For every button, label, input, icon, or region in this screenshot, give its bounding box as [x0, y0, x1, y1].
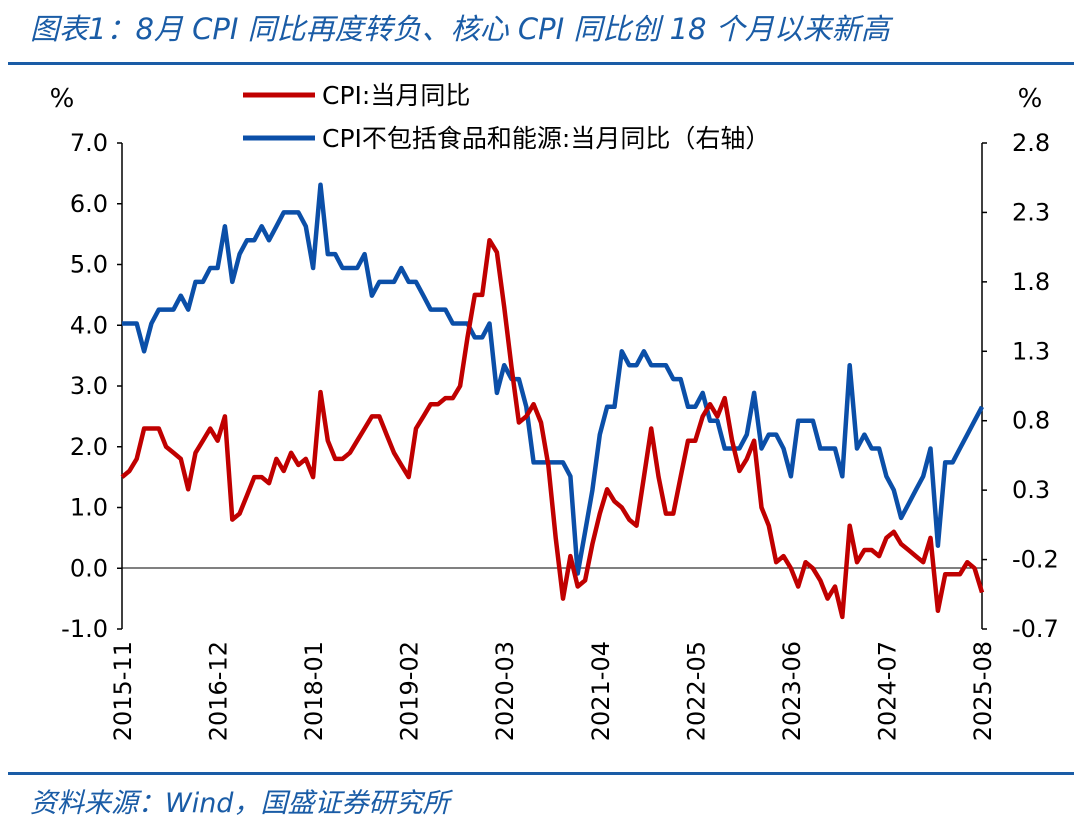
series-line-core-cpi: [122, 182, 984, 576]
x-tick-label: 2016-12: [205, 641, 233, 741]
x-tick-label: 2019-02: [396, 641, 424, 741]
legend-label-core-cpi: CPI不包括食品和能源:当月同比（右轴）: [322, 124, 770, 153]
right-tick-label: -0.2: [1012, 546, 1059, 574]
legend-label-cpi: CPI:当月同比: [322, 81, 470, 110]
series-line-cpi: [120, 237, 985, 620]
dual-axis-line-chart: % % 7.0 6.0 5.0 4.0 3.0 2.0 1.0 0.0 -1.0 2.8 2.3 1…: [50, 81, 1059, 741]
left-tick-label: -1.0: [61, 615, 108, 643]
figure-title: 图表1：8月 CPI 同比再度转负、核心 CPI 同比创 18 个月以来新高: [30, 12, 890, 46]
x-tick-label: 2025-08: [969, 641, 997, 741]
right-unit-label: %: [1018, 84, 1043, 114]
right-tick-label: 0.3: [1012, 476, 1050, 504]
right-tick-labels: 2.8 2.3 1.8 1.3 0.8 0.3 -0.2 -0.7: [982, 129, 1059, 643]
right-tick-label: 1.8: [1012, 268, 1050, 296]
left-tick-labels: 7.0 6.0 5.0 4.0 3.0 2.0 1.0 0.0 -1.0: [61, 129, 122, 643]
x-tick-label: 2024-07: [873, 641, 901, 741]
right-tick-label: -0.7: [1012, 615, 1059, 643]
source-note: 资料来源：Wind，国盛证券研究所: [30, 788, 450, 819]
x-tick-label: 2018-01: [300, 641, 328, 741]
title-rule: [8, 62, 1074, 65]
left-tick-label: 3.0: [70, 372, 108, 400]
x-tick-label: 2023-06: [778, 641, 806, 741]
right-tick-label: 2.3: [1012, 198, 1050, 226]
left-tick-label: 5.0: [70, 251, 108, 279]
left-tick-label: 1.0: [70, 494, 108, 522]
left-tick-label: 2.0: [70, 433, 108, 461]
legend: CPI:当月同比 CPI不包括食品和能源:当月同比（右轴）: [243, 81, 770, 153]
left-tick-label: 4.0: [70, 311, 108, 339]
right-tick-label: 2.8: [1012, 129, 1050, 157]
source-rule: [8, 772, 1074, 775]
x-tick-label: 2020-03: [491, 641, 519, 741]
x-tick-label: 2022-05: [682, 641, 710, 741]
x-tick-labels: 2015-11 2016-12 2018-01 2019-02 2020-03 2021-…: [109, 641, 997, 741]
left-tick-label: 6.0: [70, 190, 108, 218]
right-tick-label: 1.3: [1012, 337, 1050, 365]
left-tick-label: 7.0: [70, 129, 108, 157]
left-unit-label: %: [50, 84, 75, 114]
right-tick-label: 0.8: [1012, 407, 1050, 435]
left-tick-label: 0.0: [70, 554, 108, 582]
x-tick-label: 2021-04: [587, 641, 615, 741]
x-tick-label: 2015-11: [109, 641, 137, 741]
